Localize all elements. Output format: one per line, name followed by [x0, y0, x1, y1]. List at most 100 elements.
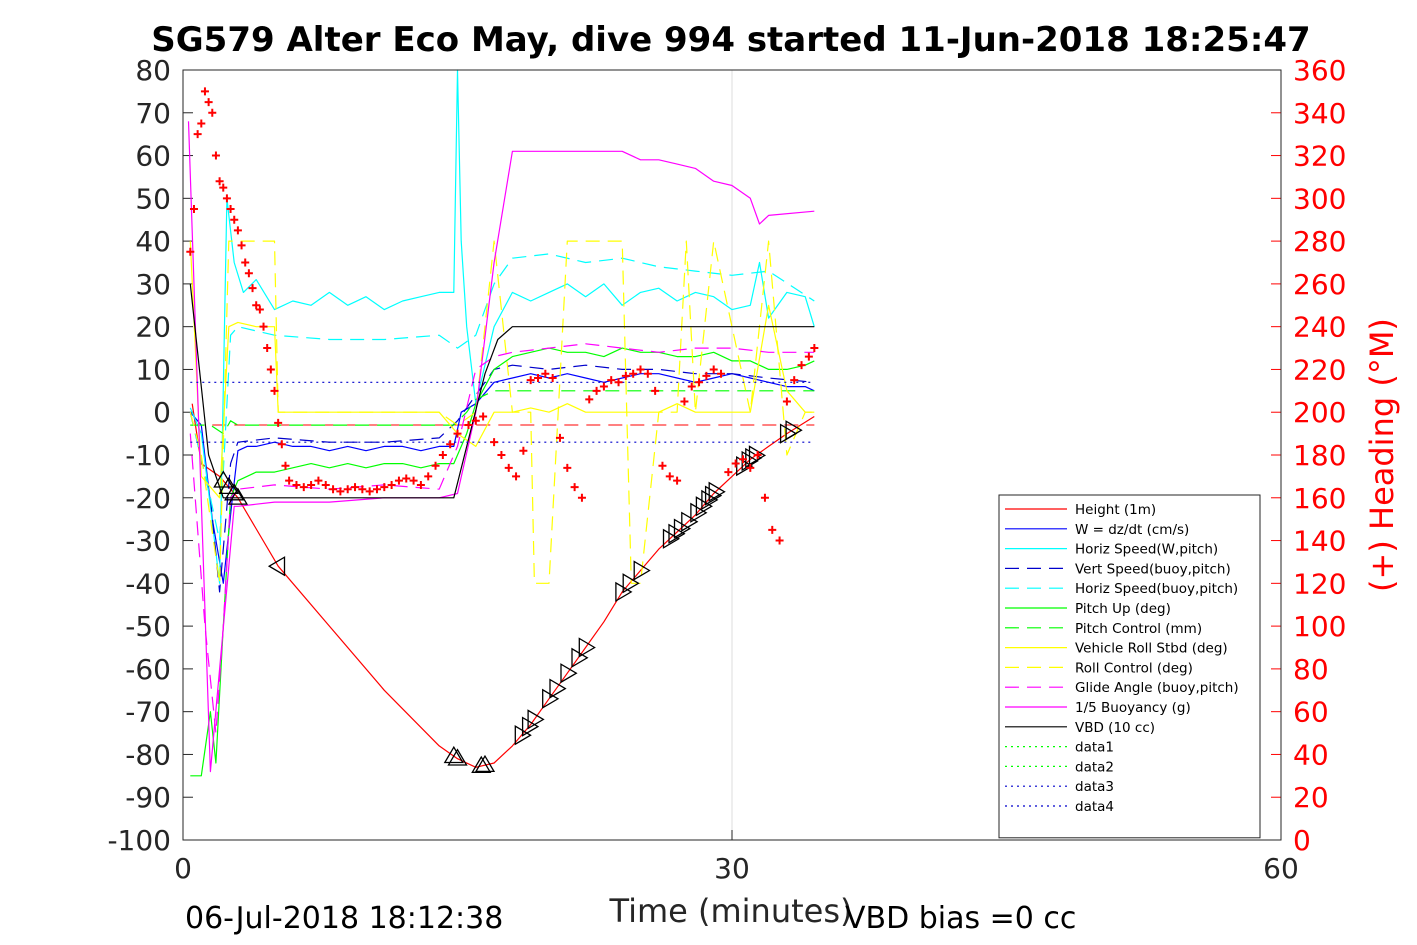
- heading-point: [453, 429, 462, 438]
- heading-point: [200, 87, 209, 96]
- y2-tick-label: 340: [1293, 97, 1346, 130]
- heading-point: [497, 451, 506, 459]
- heading-point: [270, 386, 279, 395]
- plot-border: [182, 69, 1282, 841]
- heading-point: [219, 183, 228, 192]
- heading-point: [274, 418, 283, 427]
- heading-point: [259, 322, 268, 331]
- series-line-5: [190, 347, 815, 777]
- y-tick-label: -20: [125, 482, 171, 515]
- heading-point: [277, 440, 286, 449]
- heading-point: [753, 451, 762, 459]
- heading-point: [687, 382, 696, 391]
- series-line-1: [189, 373, 815, 584]
- heading-point: [255, 305, 264, 314]
- y2-tick-label: 180: [1293, 439, 1346, 472]
- y-tick-label: 80: [135, 54, 171, 87]
- heading-point: [394, 476, 403, 485]
- y-tick-label: 30: [135, 268, 171, 301]
- heading-point: [248, 284, 257, 293]
- heading-point: [292, 480, 301, 489]
- y-tick-label: 20: [135, 311, 171, 344]
- footer-vbd-bias: VBD bias =0 cc: [845, 901, 1076, 936]
- heading-point: [222, 194, 231, 203]
- heading-point: [614, 378, 623, 387]
- heading-point: [673, 476, 682, 485]
- heading-point: [797, 361, 806, 370]
- triangle-marker: [662, 528, 681, 549]
- heading-point: [731, 459, 740, 468]
- legend-label: data1: [1075, 740, 1114, 756]
- heading-point: [504, 463, 513, 472]
- y2-tick-label: 140: [1293, 525, 1346, 558]
- heading-point: [746, 463, 755, 472]
- heading-point: [782, 397, 791, 406]
- triangle-marker: [785, 420, 803, 441]
- heading-point: [570, 483, 579, 492]
- heading-point: [563, 463, 572, 472]
- heading-point: [215, 177, 224, 186]
- heading-point: [760, 493, 769, 502]
- axes: 0 30 6080706050403020100-10-20-30-40-50-60…: [107, 54, 1346, 885]
- heading-point: [365, 487, 374, 496]
- heading-layer: [186, 87, 819, 545]
- marker-layer: [213, 420, 803, 773]
- y-tick-label: -80: [125, 738, 171, 771]
- y-tick-label: -60: [125, 653, 171, 686]
- y-tick-label: -10: [125, 439, 171, 472]
- y2-tick-label: 280: [1293, 225, 1346, 258]
- y-tick-label: -100: [107, 824, 171, 857]
- heading-point: [266, 365, 275, 374]
- y2-tick-label: 260: [1293, 268, 1346, 301]
- heading-point: [343, 485, 352, 494]
- heading-point: [197, 119, 206, 128]
- triangle-marker: [474, 754, 496, 773]
- heading-point: [519, 446, 528, 455]
- y-tick-label: -30: [125, 525, 171, 558]
- legend-label: 1/5 Buoyancy (g): [1075, 700, 1191, 716]
- y-tick-label: 40: [135, 225, 171, 258]
- x-tick-label: 60: [1263, 852, 1299, 885]
- heading-point: [211, 151, 220, 160]
- y2-axis-label: (+) Heading (°M): [1363, 318, 1401, 592]
- x-tick-label: 30: [714, 852, 750, 885]
- series-line-6: [190, 390, 815, 435]
- heading-point: [233, 226, 242, 235]
- heading-point: [695, 378, 704, 387]
- heading-point: [299, 483, 308, 492]
- y-tick-label: -40: [125, 567, 171, 600]
- heading-point: [548, 374, 557, 382]
- y2-tick-label: 60: [1293, 696, 1329, 729]
- heading-point: [577, 493, 586, 502]
- heading-point: [307, 480, 316, 489]
- series-line-10: [187, 121, 815, 773]
- heading-point: [189, 205, 198, 214]
- heading-point: [241, 258, 250, 267]
- series-line-11: [189, 283, 815, 499]
- heading-point: [724, 468, 733, 477]
- heading-point: [775, 536, 784, 545]
- triangle-marker: [633, 560, 651, 581]
- heading-point: [314, 476, 323, 485]
- heading-point: [416, 480, 425, 489]
- triangle-marker: [443, 745, 464, 764]
- legend-label: Vert Speed(buoy,pitch): [1075, 561, 1231, 577]
- series-line-0: [191, 403, 815, 768]
- legend-label: data3: [1075, 779, 1114, 795]
- legend-label: Vehicle Roll Stbd (deg): [1075, 641, 1228, 657]
- y-tick-label: 50: [135, 182, 171, 215]
- heading-point: [431, 461, 440, 470]
- y2-tick-label: 200: [1293, 396, 1346, 429]
- legend-box: [998, 494, 1261, 839]
- triangle-marker: [668, 523, 686, 544]
- legend-label: data4: [1075, 799, 1114, 815]
- heading-point: [237, 241, 246, 250]
- y2-tick-label: 0: [1293, 824, 1311, 857]
- heading-point: [464, 421, 473, 430]
- heading-point: [717, 369, 726, 378]
- legend-label: W = dz/dt (cm/s): [1075, 522, 1189, 538]
- heading-point: [629, 369, 638, 378]
- heading-point: [490, 438, 499, 447]
- y-tick-label: -50: [125, 610, 171, 643]
